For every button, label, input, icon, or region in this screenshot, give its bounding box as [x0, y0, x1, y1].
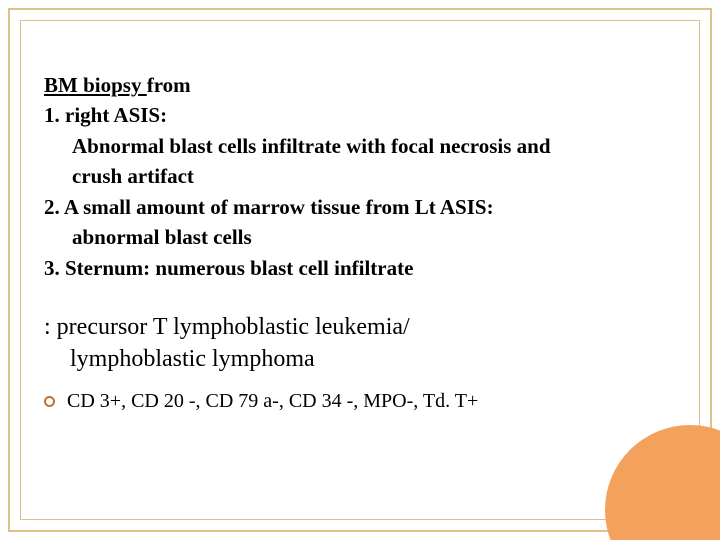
- item-3: 3. Sternum: numerous blast cell infiltra…: [44, 253, 676, 283]
- item-1-line-1: Abnormal blast cells infiltrate with foc…: [44, 131, 676, 161]
- item-1-num: 1. right ASIS:: [44, 100, 676, 130]
- item-2-num: 2. A small amount of marrow tissue from …: [44, 192, 676, 222]
- slide: BM biopsy from 1. right ASIS: Abnormal b…: [0, 0, 720, 540]
- markers-row: CD 3+, CD 20 -, CD 79 a-, CD 34 -, MPO-,…: [44, 390, 676, 413]
- diagnosis-line-2: lymphoblastic lymphoma: [44, 343, 676, 375]
- item-3-num: 3. Sternum: numerous blast cell infiltra…: [44, 253, 676, 283]
- heading-rest: from: [147, 73, 191, 97]
- item-1-line-2: crush artifact: [44, 161, 676, 191]
- diagnosis-line-1: : precursor T lymphoblastic leukemia/: [44, 311, 676, 343]
- diagnosis: : precursor T lymphoblastic leukemia/ ly…: [44, 311, 676, 376]
- item-2: 2. A small amount of marrow tissue from …: [44, 192, 676, 253]
- item-1: 1. right ASIS: Abnormal blast cells infi…: [44, 100, 676, 191]
- item-2-line-1: abnormal blast cells: [44, 222, 676, 252]
- content-area: BM biopsy from 1. right ASIS: Abnormal b…: [44, 70, 676, 413]
- ring-bullet-icon: [44, 396, 55, 407]
- heading-underlined: BM biopsy: [44, 73, 147, 97]
- markers-text: CD 3+, CD 20 -, CD 79 a-, CD 34 -, MPO-,…: [67, 390, 478, 413]
- heading: BM biopsy from: [44, 70, 676, 100]
